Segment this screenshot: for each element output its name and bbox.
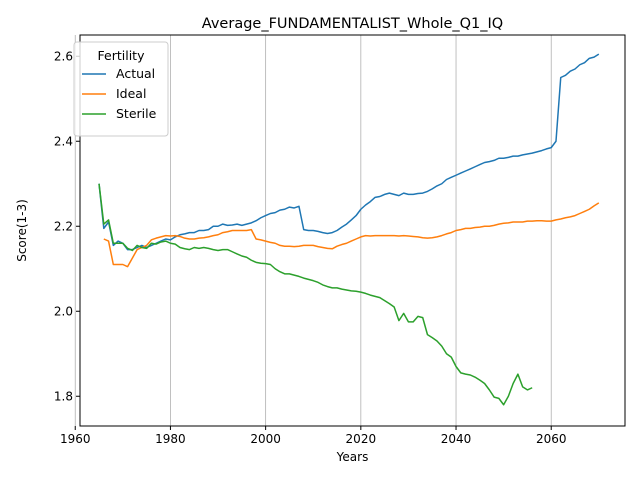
x-tick-label: 1960	[60, 432, 91, 446]
legend-label-actual: Actual	[116, 66, 155, 81]
chart-title: Average_FUNDAMENTALIST_Whole_Q1_IQ	[202, 16, 503, 32]
legend-title: Fertility	[98, 48, 146, 63]
legend-label-ideal: Ideal	[116, 86, 146, 101]
x-axis-label: Years	[336, 450, 369, 464]
series-line-ideal	[103, 202, 600, 268]
series-lines	[98, 53, 600, 406]
x-tick-label: 1980	[155, 432, 186, 446]
x-tick-label: 2000	[250, 432, 281, 446]
legend-items: Actual Ideal Sterile	[82, 66, 157, 121]
legend-label-sterile: Sterile	[116, 106, 157, 121]
series-line-sterile	[98, 183, 533, 406]
x-tick-label: 2040	[441, 432, 472, 446]
y-tick-label: 2.2	[54, 219, 73, 233]
x-axis-ticks: 1960 1980 2000 2020 2040 2060	[60, 426, 567, 446]
y-tick-label: 2.6	[54, 49, 73, 63]
y-tick-label: 2.4	[54, 134, 73, 148]
x-tick-label: 2020	[346, 432, 377, 446]
legend-box	[73, 41, 169, 137]
x-tick-label: 2060	[536, 432, 567, 446]
legend: Fertility Actual Ideal Sterile	[73, 41, 169, 137]
y-axis-ticks: 1.8 2.0 2.2 2.4 2.6	[54, 49, 80, 403]
series-line-actual	[98, 53, 600, 251]
y-tick-label: 1.8	[54, 389, 73, 403]
y-axis-label: Score(1-3)	[15, 199, 29, 262]
y-tick-label: 2.0	[54, 304, 73, 318]
plot-frame	[79, 34, 626, 427]
